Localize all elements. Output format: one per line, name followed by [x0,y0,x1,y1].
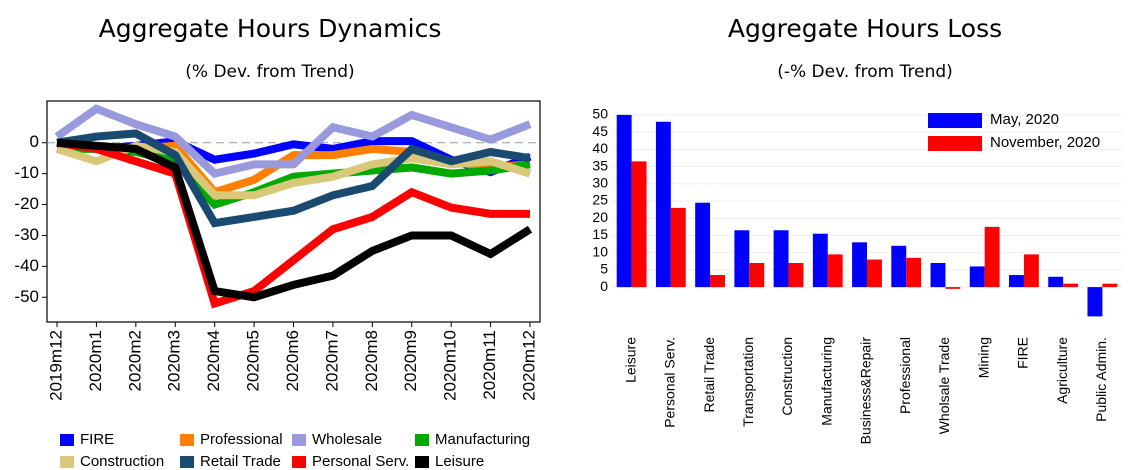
x-tick-label: 2020m12 [519,330,538,401]
x-tick-label: Transportation [740,337,756,427]
x-tick-label: 2019m12 [46,330,65,401]
bar [773,230,789,288]
chart-subtitle: (% Dev. from Trend) [185,62,354,82]
legend-swatch [928,136,982,151]
y-tick-label: -10 [14,163,39,182]
x-tick-label: 2020m11 [480,330,499,400]
x-tick-label: Leisure [622,337,638,383]
legend-label: Manufacturing [435,431,530,448]
legend-swatch [292,456,306,468]
x-tick-label: 2020m3 [165,330,184,391]
bar [852,242,867,288]
legend-swatch [60,456,74,468]
bar [631,161,647,288]
x-tick-label: Professional [897,337,913,414]
chart-title: Aggregate Hours Dynamics [99,14,442,43]
y-tick-label: 5 [600,261,608,277]
y-tick-label: -50 [14,287,39,306]
bar [945,287,961,289]
y-tick-label: -30 [14,225,39,244]
bar [930,263,946,288]
bar [1063,283,1079,288]
legend-label: Professional [200,431,283,448]
x-tick-label: 2020m6 [283,330,302,391]
bar [891,245,907,288]
y-tick-label: 0 [600,278,608,294]
legend-swatch [928,113,982,128]
chart-subtitle: (-% Dev. from Trend) [777,62,953,82]
bar [867,259,882,288]
legend-swatch [60,434,74,446]
x-tick-label: 2020m7 [322,330,341,391]
bar [969,266,985,288]
bar [827,254,843,288]
chart-title: Aggregate Hours Loss [728,14,1002,43]
legend-label: Leisure [435,453,484,470]
bar [906,257,922,288]
bar [695,202,711,288]
x-tick-label: Wholsale Trade [936,337,952,434]
bar [1087,287,1103,317]
x-tick-label: Business&Repair [858,337,874,445]
x-tick-label: 2020m4 [204,330,223,391]
x-tick-label: Personal Serv. [662,337,678,428]
line-series [56,129,531,228]
bar [1009,275,1024,288]
legend-swatch [180,456,194,468]
y-tick-label: 50 [592,106,608,122]
legend-label: May, 2020 [990,111,1059,128]
bar [749,263,765,288]
x-tick-label: Agriculture [1054,337,1070,404]
x-tick-label: Mining [975,337,991,378]
y-tick-label: 15 [592,226,608,242]
y-tick-label: 40 [592,140,608,156]
bar [616,114,632,288]
x-tick-label: Manufacturing [818,337,834,426]
x-tick-label: 2020m2 [125,330,144,391]
bar [788,263,804,288]
x-tick-label: FIRE [1015,337,1031,369]
x-tick-label: 2020m5 [244,330,263,391]
y-tick-label: 35 [592,157,608,173]
bar [1048,276,1064,288]
x-tick-label: 2020m10 [441,330,460,401]
bar [812,233,828,288]
bar [734,230,750,288]
x-tick-label: 2020m8 [362,330,381,391]
bar [670,207,686,288]
legend-label: Construction [80,453,164,470]
x-tick-label: Retail Trade [701,337,717,413]
legend-label: Personal Serv. [312,453,409,470]
y-tick-label: 0 [30,132,39,151]
bar [1023,254,1039,288]
y-tick-label: -20 [14,194,39,213]
y-tick-label: 20 [592,209,608,225]
bar [710,275,725,288]
legend-swatch [415,434,429,446]
bar [655,121,671,288]
line-series [56,138,533,302]
y-tick-label: 30 [592,174,608,190]
legend-swatch [292,434,306,446]
x-tick-label: Construction [779,337,795,416]
x-tick-label: 2020m9 [401,330,420,391]
legend-label: Wholesale [312,431,382,448]
line-series [56,138,530,309]
legend-swatch [180,434,194,446]
line-series [54,104,532,179]
y-tick-label: 10 [592,243,608,259]
y-tick-label: 25 [592,192,608,208]
x-tick-label: 2020m1 [86,330,105,391]
x-tick-label: Public Admin. [1093,337,1109,422]
legend-swatch [415,456,429,468]
bar [984,226,1000,288]
y-tick-label: 45 [592,123,608,139]
legend-label: November, 2020 [990,134,1100,151]
y-tick-label: -40 [14,256,39,275]
legend-label: FIRE [80,431,114,448]
legend-label: Retail Trade [200,453,281,470]
bar [1102,283,1118,288]
